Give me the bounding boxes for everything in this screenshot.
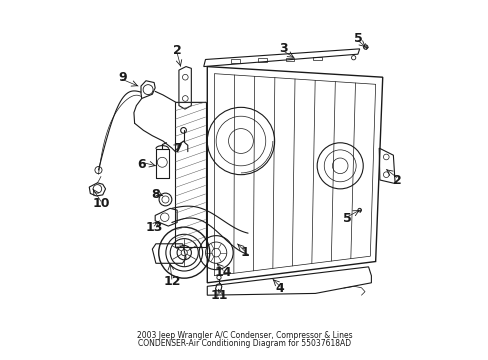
Text: 7: 7: [172, 141, 181, 154]
Text: 4: 4: [275, 282, 284, 294]
Text: 8: 8: [151, 188, 160, 201]
Text: 12: 12: [163, 275, 180, 288]
Bar: [258, 58, 266, 62]
Text: 5: 5: [342, 212, 351, 225]
Text: 14: 14: [214, 266, 231, 279]
Text: 2: 2: [392, 174, 401, 186]
Text: 1: 1: [240, 246, 248, 259]
Bar: [312, 57, 321, 60]
Text: 6: 6: [137, 158, 146, 171]
Text: 2: 2: [172, 44, 181, 57]
Text: 5: 5: [353, 32, 362, 45]
Text: 2003 Jeep Wrangler A/C Condenser, Compressor & Lines: 2003 Jeep Wrangler A/C Condenser, Compre…: [137, 332, 351, 341]
Bar: [285, 58, 294, 61]
Text: 13: 13: [145, 221, 163, 234]
Bar: [230, 59, 239, 63]
Text: 3: 3: [279, 42, 287, 55]
Text: 10: 10: [92, 197, 109, 210]
Text: 9: 9: [118, 71, 126, 84]
Text: CONDENSER-Air Conditioning Diagram for 55037618AD: CONDENSER-Air Conditioning Diagram for 5…: [138, 338, 350, 347]
Text: 11: 11: [210, 289, 228, 302]
